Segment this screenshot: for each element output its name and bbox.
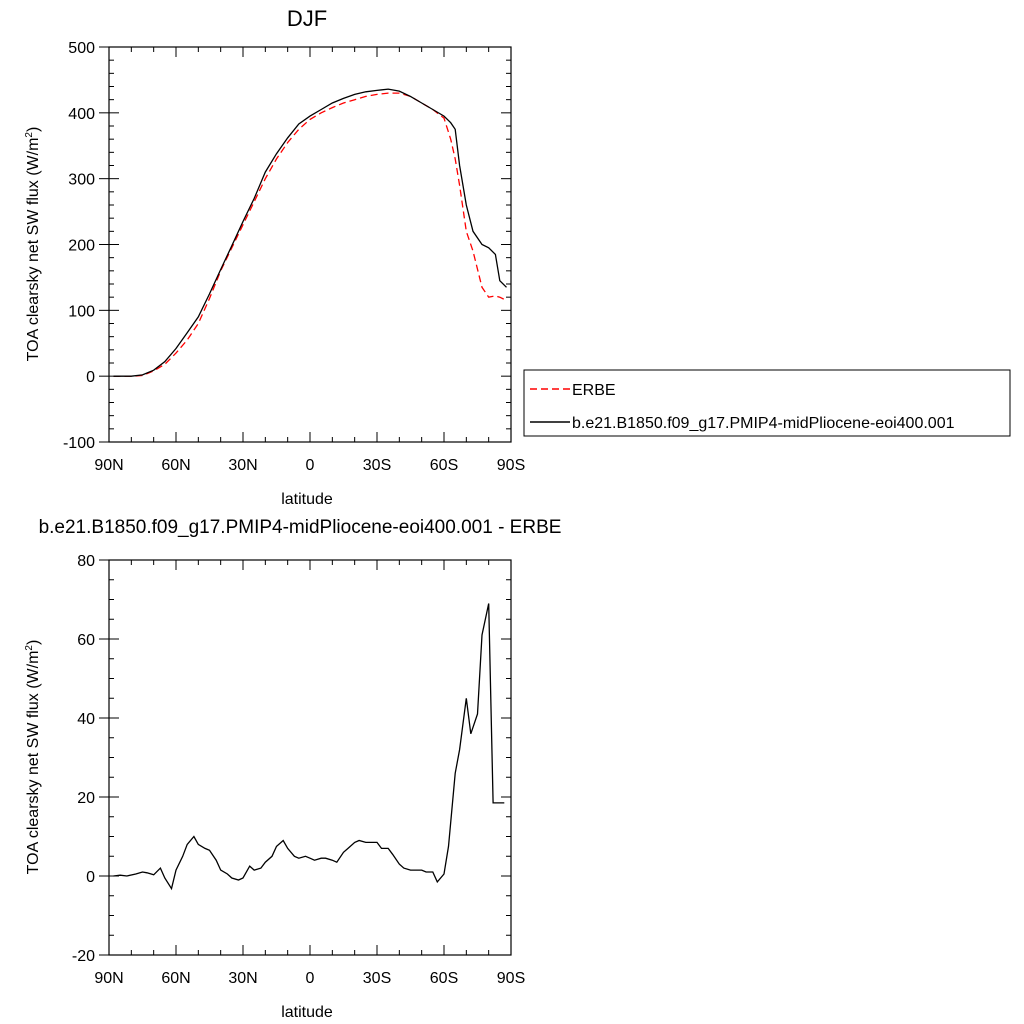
- top-x-tick-label: 90S: [497, 457, 525, 474]
- bottom-x-tick-label: 0: [306, 970, 315, 987]
- top-x-axis-label: latitude: [281, 491, 333, 508]
- legend-label-erbe: ERBE: [572, 382, 616, 399]
- top-y-tick-label: 100: [68, 303, 95, 320]
- top-chart-title: DJF: [287, 6, 327, 31]
- top-y-tick-label: 200: [68, 238, 95, 255]
- top-x-tick-label: 90N: [94, 457, 123, 474]
- bottom-y-tick-label: 20: [77, 790, 95, 807]
- bottom-y-tick-label: 0: [86, 869, 95, 886]
- bottom-x-tick-label: 60S: [430, 970, 458, 987]
- bottom-chart-ticks: 90N 60N 30N 0 30S 60S 90S -20 0 20 40 60 80: [72, 553, 525, 987]
- bottom-x-tick-label: 60N: [161, 970, 190, 987]
- legend-box: [523, 369, 1011, 437]
- legend: ERBE b.e21.B1850.f09_g17.PMIP4-midPlioce…: [523, 369, 1011, 437]
- bottom-panel: b.e21.B1850.f09_g17.PMIP4-midPliocene-eo…: [24, 517, 561, 1021]
- bottom-y-axis-label-sup: 2: [24, 645, 35, 651]
- top-x-tick-label: 30N: [228, 457, 257, 474]
- top-chart-ticks: 90N 60N 30N 0 30S 60S 90S -100 0 100 200 300 400 500: [63, 40, 525, 474]
- bottom-chart-title: b.e21.B1850.f09_g17.PMIP4-midPliocene-eo…: [39, 517, 562, 538]
- top-y-axis-label: TOA clearsky net SW flux (W/m2): [24, 127, 42, 362]
- top-x-tick-label: 60N: [161, 457, 190, 474]
- series-line-model: [113, 88, 507, 377]
- legend-label-model: b.e21.B1850.f09_g17.PMIP4-midPliocene-eo…: [572, 415, 955, 432]
- bottom-x-tick-label: 90N: [94, 970, 123, 987]
- bottom-y-tick-label: 40: [77, 711, 95, 728]
- bottom-plot-frame: [108, 559, 512, 956]
- top-x-tick-label: 60S: [430, 457, 458, 474]
- bottom-x-tick-label: 30S: [363, 970, 391, 987]
- top-plot-frame: [108, 46, 512, 443]
- series-line-difference: [113, 603, 505, 891]
- top-panel: DJF 90N 60N 30N 0 30S 60S 90S -100 0 100 200 300 400…: [24, 6, 525, 508]
- top-chart-marks: [113, 88, 507, 377]
- bottom-x-tick-label: 90S: [497, 970, 525, 987]
- top-x-tick-label: 0: [306, 457, 315, 474]
- bottom-y-axis-label: TOA clearsky net SW flux (W/m2): [24, 640, 42, 875]
- bottom-x-tick-label: 30N: [228, 970, 257, 987]
- top-y-tick-label: -100: [63, 435, 95, 452]
- bottom-x-axis-label: latitude: [281, 1004, 333, 1021]
- top-y-axis-label-main: TOA clearsky net SW flux (W/m: [25, 138, 42, 362]
- bottom-y-tick-label: 60: [77, 632, 95, 649]
- bottom-y-tick-label: -20: [72, 948, 95, 965]
- top-y-tick-label: 400: [68, 106, 95, 123]
- bottom-y-axis-label-close: ): [25, 640, 42, 645]
- top-y-tick-label: 500: [68, 40, 95, 57]
- series-line-erbe: [113, 92, 507, 377]
- top-y-axis-label-sup: 2: [24, 132, 35, 138]
- bottom-y-axis-label-main: TOA clearsky net SW flux (W/m: [25, 651, 42, 875]
- top-y-tick-label: 0: [86, 369, 95, 386]
- bottom-y-tick-label: 80: [77, 553, 95, 570]
- top-y-tick-label: 300: [68, 172, 95, 189]
- top-x-tick-label: 30S: [363, 457, 391, 474]
- top-y-axis-label-close: ): [25, 127, 42, 132]
- bottom-chart-marks: [113, 603, 505, 891]
